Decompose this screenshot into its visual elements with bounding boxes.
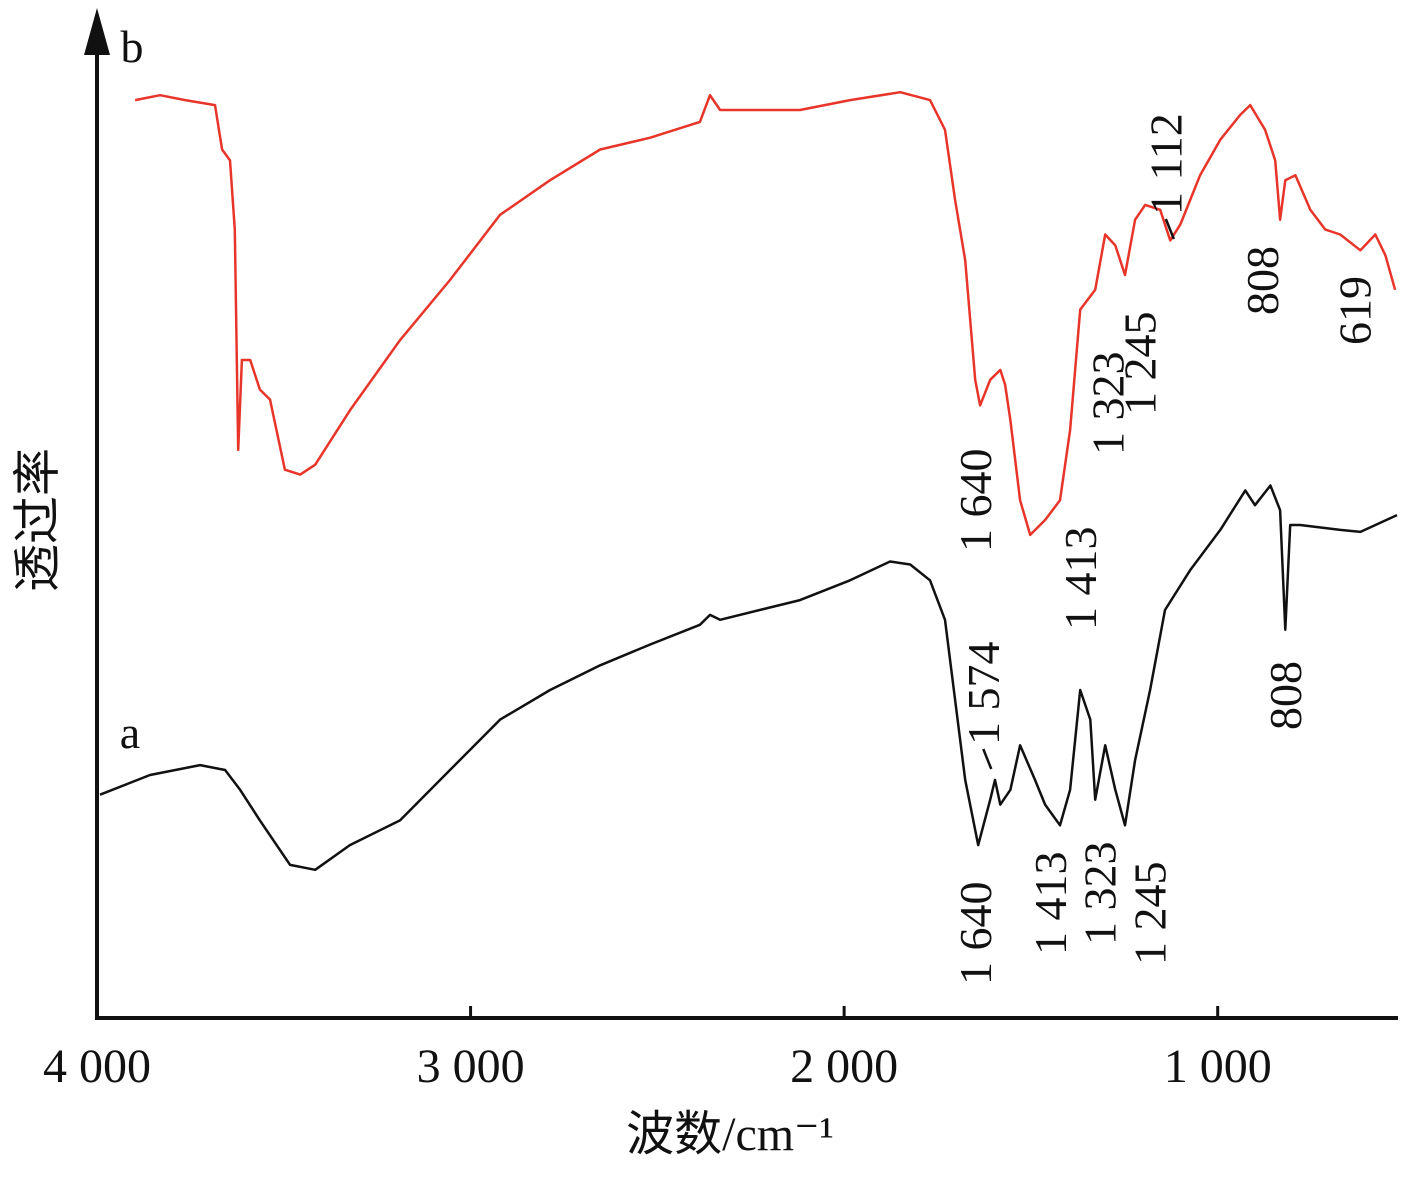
spectrum-line	[99, 484, 1398, 872]
x-tick-label: 2 000	[790, 1040, 898, 1093]
peak-label: 1 413	[1055, 527, 1106, 631]
y-axis-label: 透过率	[12, 448, 65, 592]
x-tick-label: 4 000	[43, 1040, 151, 1093]
peak-label: 808	[1237, 246, 1288, 315]
peak-leader	[982, 748, 993, 770]
peak-label: 619	[1330, 276, 1381, 345]
peak-label: 1 245	[1115, 312, 1166, 416]
series-label: a	[120, 707, 140, 758]
peak-label: 1 112	[1140, 113, 1191, 215]
x-axis-label: 波数/cm⁻¹	[626, 1108, 834, 1161]
x-tick-label: 1 000	[1164, 1040, 1272, 1093]
peak-leader	[1164, 218, 1176, 240]
y-axis-arrow	[84, 8, 110, 55]
peak-label: 1 323	[1075, 842, 1126, 946]
peak-label: 1 640	[950, 882, 1001, 986]
peak-label: 1 245	[1125, 862, 1176, 966]
spectrum-line	[134, 90, 1397, 537]
peak-label: 1 413	[1025, 852, 1076, 956]
peak-label: 1 323	[1083, 352, 1134, 456]
series-label: b	[121, 21, 144, 72]
peak-label: 1 574	[958, 642, 1009, 746]
peak-label: 1 640	[950, 449, 1001, 553]
x-tick-label: 3 000	[417, 1040, 525, 1093]
peak-label: 808	[1260, 661, 1311, 730]
